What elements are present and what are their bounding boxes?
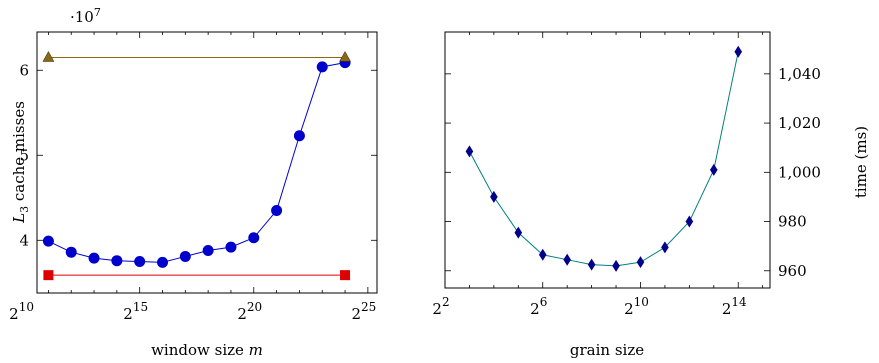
right-plot-frame [444, 31, 771, 289]
right-y-tick-label: 1,000 [778, 163, 821, 181]
right-series-0-point [563, 253, 571, 266]
left-x-tick-label: 220 [237, 300, 262, 323]
left-y-tick-label: 6 [19, 61, 29, 79]
left-plot-frame [36, 31, 378, 294]
left-series-0-point [202, 244, 214, 256]
right-chart: 22 26 210 214 960 980 1,000 1,020 1,040 time (ms… [432, 31, 870, 359]
right-series-0-point [685, 215, 694, 228]
left-series-0-point [88, 252, 100, 264]
right-series-line-0 [468, 51, 739, 267]
right-series-0-point [709, 163, 718, 176]
left-series-0-point [134, 256, 146, 268]
right-y-axis-label: time (ms) [852, 126, 870, 198]
left-y-axis-label: L3 cache misses [10, 101, 31, 224]
left-series-0-point [157, 256, 169, 268]
left-series-1-point [42, 51, 55, 62]
left-series-0-point [316, 61, 328, 73]
left-x-tick-label: 210 [9, 300, 34, 323]
left-y-tick-label: 5 [19, 146, 29, 164]
right-series-0-point [661, 241, 669, 254]
right-x-tick-label: 210 [624, 295, 649, 318]
left-series-2-point [340, 270, 351, 281]
left-chart: 210 215 220 225 4 5 6 ·107 L3 cache misses win… [9, 6, 378, 359]
left-series-0-point [248, 232, 260, 244]
right-y-tick-label: 1,020 [778, 114, 821, 132]
left-series-0-point [293, 130, 305, 142]
right-series-0-point [612, 259, 620, 272]
right-x-axis-label: grain size [570, 341, 644, 359]
left-series-2-point [43, 270, 54, 281]
right-y-tick-label: 960 [778, 262, 807, 280]
right-series-0-point [514, 226, 523, 239]
left-axis-ticks: 210 215 220 225 4 5 6 [9, 32, 377, 323]
left-series-1-point [339, 51, 351, 62]
left-series-group [42, 51, 351, 281]
left-series-0-point [225, 241, 237, 253]
left-y-tick-label: 4 [19, 231, 29, 249]
right-series-0-point [490, 190, 498, 203]
right-series-0-point [587, 258, 596, 271]
left-series-0-point [42, 235, 54, 247]
right-series-0-point [538, 248, 547, 261]
right-series-0-point [636, 256, 645, 269]
left-series-0-point [111, 255, 123, 267]
right-series-0-point [465, 145, 474, 158]
right-axis-ticks: 22 26 210 214 960 980 1,000 1,020 1,040 [432, 32, 821, 318]
right-y-tick-label: 980 [778, 213, 807, 231]
left-x-axis-label: window size m [151, 341, 263, 359]
left-x-tick-label: 215 [123, 300, 148, 323]
left-series-0-point [179, 250, 191, 262]
left-series-line-0 [48, 62, 346, 263]
right-x-tick-label: 214 [722, 295, 747, 318]
left-series-0-point [271, 205, 283, 217]
right-series-group [465, 45, 743, 272]
right-y-tick-label: 1,040 [778, 65, 821, 83]
left-x-tick-label: 225 [351, 300, 376, 323]
right-x-tick-label: 26 [530, 295, 547, 318]
right-series-0-point [734, 45, 743, 58]
left-series-0-point [65, 246, 77, 258]
right-x-tick-label: 22 [432, 295, 449, 318]
left-y-multiplier: ·107 [70, 6, 101, 26]
